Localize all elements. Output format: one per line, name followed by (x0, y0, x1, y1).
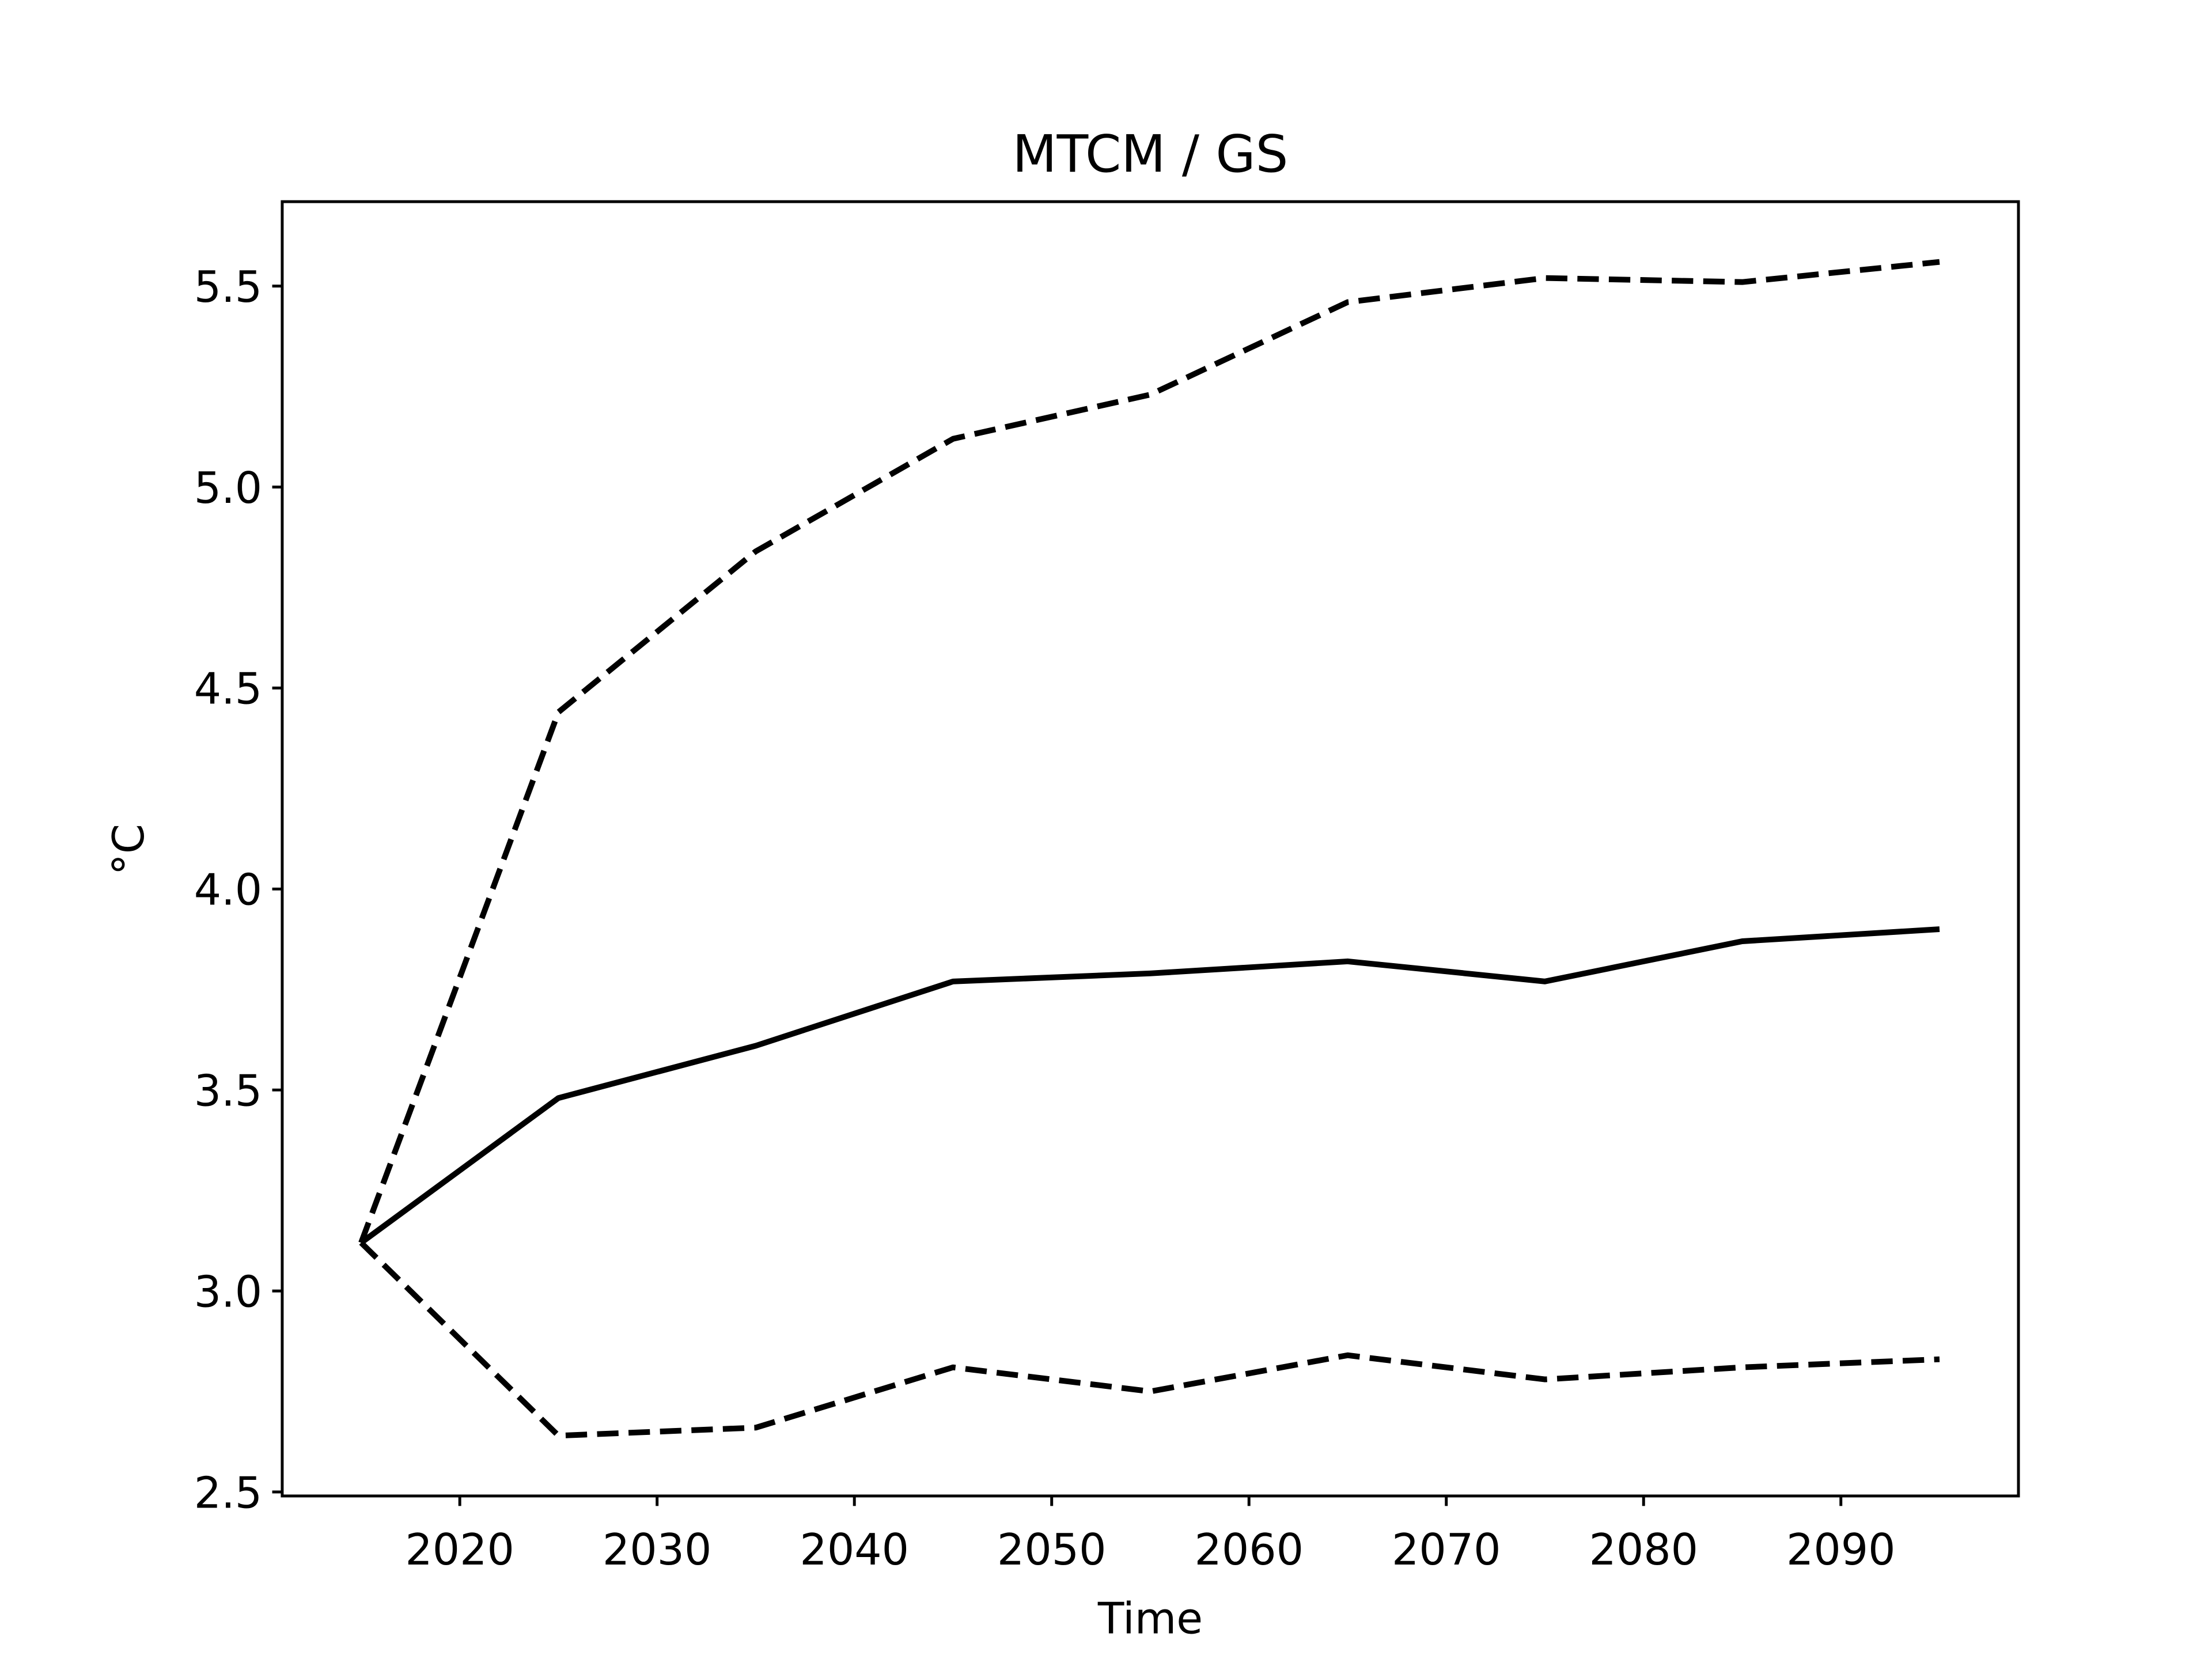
y-tick-label: 5.0 (194, 463, 262, 513)
plot-frame (281, 200, 2020, 1498)
y-tick-label: 5.5 (194, 262, 262, 312)
x-tick-label: 2040 (800, 1525, 909, 1575)
y-tick-label: 4.5 (194, 664, 262, 714)
line-series (359, 926, 1940, 1245)
x-axis-label: Time (1097, 1593, 1203, 1643)
x-tick-label: 2030 (603, 1525, 712, 1575)
y-axis-label: °C (104, 824, 154, 875)
y-tick-label: 4.0 (194, 865, 262, 915)
chart-title: MTCM / GS (1013, 124, 1289, 184)
x-tick-label: 2050 (997, 1525, 1107, 1575)
y-tick-label: 3.0 (194, 1267, 262, 1317)
x-tick-label: 2080 (1589, 1525, 1698, 1575)
x-tick-label: 2090 (1786, 1525, 1896, 1575)
x-tick-label: 2020 (405, 1525, 514, 1575)
x-tick-label: 2070 (1392, 1525, 1501, 1575)
y-tick-label: 2.5 (194, 1468, 262, 1518)
line-series (358, 259, 1940, 1244)
y-tick-label: 3.5 (194, 1066, 262, 1116)
x-tick-label: 2060 (1194, 1525, 1304, 1575)
